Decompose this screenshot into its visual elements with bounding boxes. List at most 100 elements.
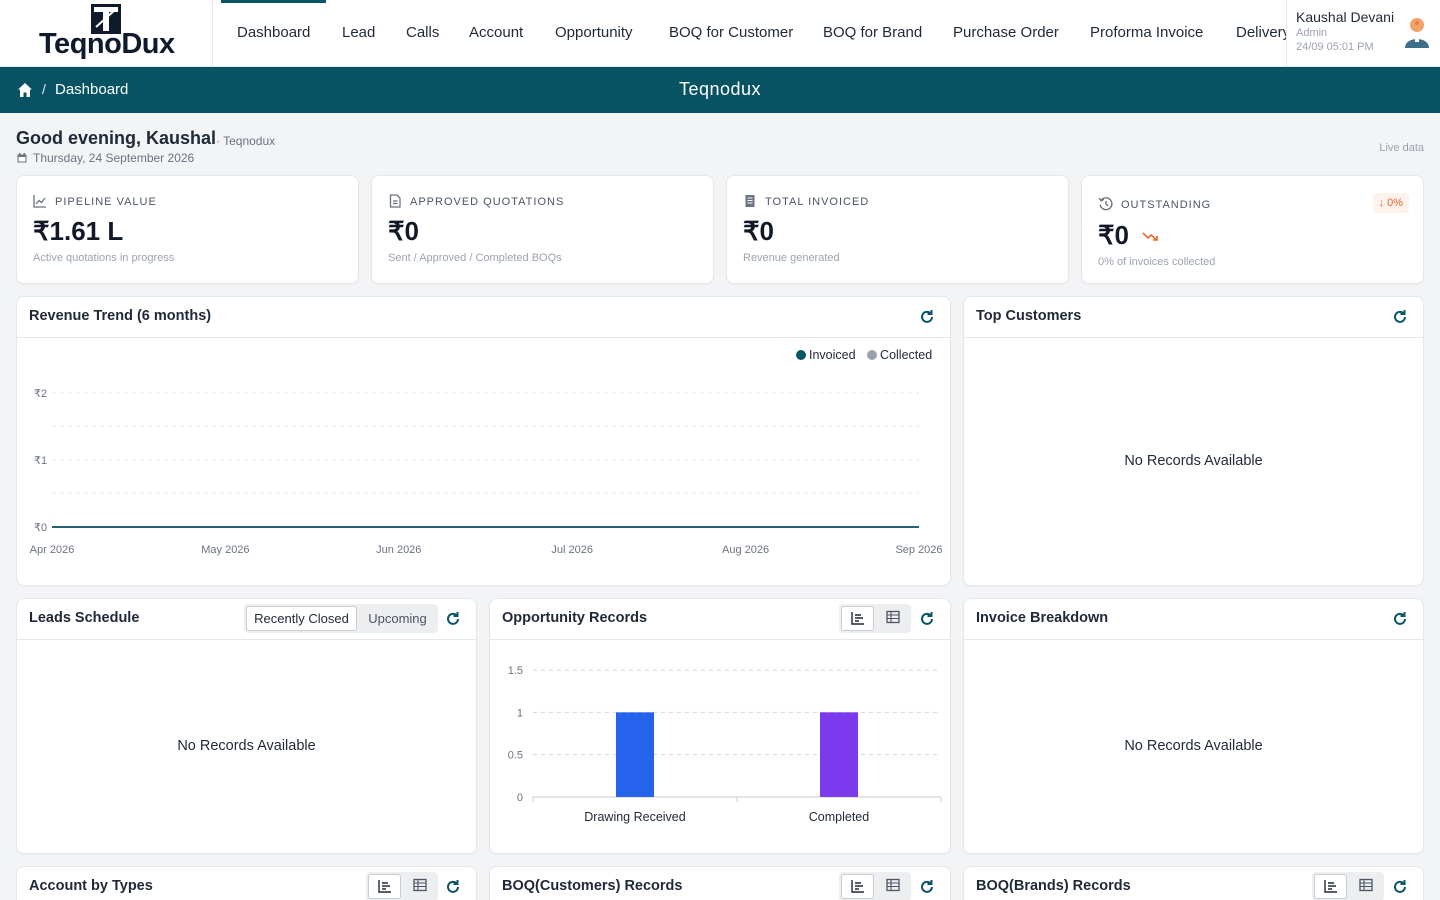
kpi-value: ₹0	[743, 216, 775, 246]
invoice-breakdown-panel: Invoice Breakdown No Records Available	[963, 598, 1424, 854]
kpi-subtitle: Sent / Approved / Completed BOQs	[388, 252, 562, 264]
kpi-value: ₹0	[388, 216, 420, 246]
panel-title: BOQ(Customers) Records	[502, 878, 683, 894]
opportunity-records-panel: Opportunity Records 0 0.5 1 1.5 Drawing Rece…	[489, 598, 951, 854]
kpi-subtitle: 0% of invoices collected	[1098, 256, 1216, 268]
greeting-org: · Teqnodux	[216, 134, 276, 148]
y-tick-label: 0	[517, 792, 523, 804]
document-icon	[389, 194, 401, 208]
view-toggle	[839, 872, 911, 900]
greeting-date: Thursday, 24 September 2026	[17, 151, 194, 165]
nav-dashboard[interactable]: Dashboard	[220, 0, 327, 66]
user-name: Kaushal Devani	[1296, 9, 1395, 25]
panel-header: Account by Types	[17, 867, 476, 900]
top-customers-panel: Top Customers No Records Available	[963, 296, 1424, 586]
x-tick-label: Aug 2026	[722, 544, 769, 556]
refresh-icon[interactable]	[1391, 308, 1409, 326]
empty-state: No Records Available	[177, 738, 316, 754]
brand-logo[interactable]: TeqnoDux	[0, 0, 213, 67]
nav-lead[interactable]: Lead	[342, 24, 376, 41]
bar-chart-icon	[850, 880, 864, 893]
logo-text: TeqnoDux	[39, 28, 175, 60]
panel-header: Top Customers	[964, 297, 1423, 338]
nav-opportunity[interactable]: Opportunity	[555, 24, 633, 41]
trend-down-icon	[1142, 232, 1159, 241]
x-tick-label: Apr 2026	[30, 544, 75, 556]
panel-title: Leads Schedule	[29, 610, 140, 626]
boq-brands-panel: BOQ(Brands) Records	[963, 866, 1424, 900]
chart-view-button[interactable]	[368, 874, 401, 899]
nav-delivery[interactable]: Delivery	[1236, 24, 1286, 41]
nav-proforma-invoice[interactable]: Proforma Invoice	[1090, 24, 1204, 41]
panel-header: BOQ(Customers) Records	[490, 867, 950, 900]
panel-title: Opportunity Records	[502, 610, 648, 626]
refresh-icon[interactable]	[1391, 878, 1409, 896]
y-tick-label: ₹0	[34, 522, 47, 534]
refresh-icon[interactable]	[918, 610, 936, 628]
breadcrumb[interactable]: Dashboard	[55, 81, 129, 98]
bar-drawing-received	[616, 712, 654, 797]
table-view-button[interactable]	[876, 874, 909, 899]
home-icon[interactable]	[17, 82, 33, 98]
kpi-label: OUTSTANDING	[1098, 196, 1211, 211]
invoice-icon	[745, 195, 755, 207]
nav-boq-brand[interactable]: BOQ for Brand	[823, 24, 923, 41]
page-header-band: / Dashboard Teqnodux	[0, 67, 1440, 113]
bar-completed	[820, 712, 858, 797]
nav-purchase-order[interactable]: Purchase Order	[953, 24, 1059, 41]
refresh-icon[interactable]	[918, 878, 936, 896]
legend-item-collected[interactable]: Collected	[867, 348, 932, 362]
logo-mark-icon	[91, 4, 121, 34]
table-icon	[885, 878, 900, 892]
x-tick-label: Jun 2026	[376, 544, 421, 556]
nav-boq-customer[interactable]: BOQ for Customer	[669, 24, 794, 41]
user-menu[interactable]: Kaushal Devani Admin 24/09 05:01 PM	[1286, 0, 1440, 67]
avatar[interactable]	[1403, 16, 1431, 48]
nav-account[interactable]: Account	[469, 24, 524, 41]
y-tick-label: 1	[517, 707, 523, 719]
legend-item-invoiced[interactable]: Invoiced	[796, 348, 856, 362]
kpi-subtitle: Active quotations in progress	[33, 252, 175, 264]
empty-state: No Records Available	[1124, 738, 1263, 754]
tab-recently-closed[interactable]: Recently Closed	[246, 606, 357, 631]
y-tick-label: ₹1	[34, 455, 47, 467]
greeting-text: Good evening, Kaushal	[16, 128, 217, 148]
y-tick-label: ₹2	[34, 388, 47, 400]
calendar-icon	[17, 153, 27, 163]
kpi-subtitle: Revenue generated	[743, 252, 840, 264]
x-tick-label: May 2026	[201, 544, 249, 556]
chart-view-button[interactable]	[841, 874, 874, 899]
view-toggle	[1312, 872, 1384, 900]
table-icon	[1358, 878, 1373, 892]
chart-view-button[interactable]	[1314, 874, 1347, 899]
main-nav: Dashboard Lead Calls Account Opportunity…	[213, 0, 1286, 67]
refresh-icon[interactable]	[444, 878, 462, 896]
panel-header: Invoice Breakdown	[964, 599, 1423, 640]
legend-dot	[796, 350, 806, 360]
panel-header: Revenue Trend (6 months)	[17, 297, 950, 338]
legend-dot	[867, 350, 878, 360]
refresh-icon[interactable]	[918, 308, 936, 326]
table-view-button[interactable]	[876, 606, 909, 631]
empty-state: No Records Available	[1124, 453, 1263, 469]
panel-header: Leads Schedule Recently Closed Upcoming	[17, 599, 476, 640]
history-icon	[1098, 197, 1113, 211]
account-by-types-panel: Account by Types	[16, 866, 477, 900]
refresh-icon[interactable]	[1391, 610, 1409, 628]
revenue-line-chart: ₹0 ₹1 ₹2 Apr 2026 May 2026 Jun 2026 Jul 2026 Au…	[30, 388, 943, 556]
y-tick-label: 0.5	[508, 750, 523, 762]
refresh-icon[interactable]	[444, 610, 462, 628]
trend-line-icon	[33, 195, 46, 208]
tab-upcoming[interactable]: Upcoming	[368, 611, 427, 626]
panel-title: Account by Types	[29, 878, 153, 894]
kpi-badge: ↓ 0%	[1372, 193, 1409, 213]
y-tick-label: 1.5	[508, 665, 523, 677]
table-view-button[interactable]	[1349, 874, 1382, 899]
kpi-label: TOTAL INVOICED	[743, 194, 869, 208]
chart-view-button[interactable]	[841, 606, 874, 631]
nav-calls[interactable]: Calls	[406, 24, 440, 41]
kpi-card-outstanding: OUTSTANDING ↓ 0% ₹0 0% of invoices colle…	[1081, 175, 1424, 284]
table-view-button[interactable]	[403, 874, 436, 899]
table-icon	[885, 610, 900, 624]
panel-header: Opportunity Records	[490, 599, 950, 640]
